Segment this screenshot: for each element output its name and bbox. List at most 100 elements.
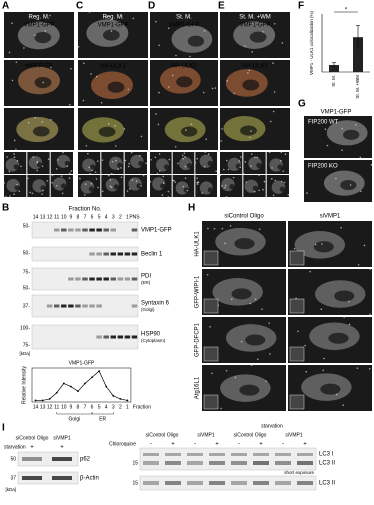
puncta — [44, 30, 47, 32]
lane-label: siVMP1 — [53, 435, 70, 441]
puncta — [341, 149, 343, 152]
puncta — [261, 308, 263, 310]
fraction-label: 12 — [47, 214, 53, 220]
band — [297, 481, 313, 485]
puncta — [13, 156, 16, 158]
puncta — [68, 103, 71, 106]
lane-label: siControl Oligo — [16, 435, 49, 441]
puncta — [209, 325, 211, 328]
unit: [kDa] — [19, 351, 30, 356]
band — [187, 453, 203, 456]
cell — [249, 31, 267, 43]
band — [46, 304, 53, 308]
puncta — [157, 123, 160, 126]
puncta — [359, 190, 362, 193]
cell — [340, 180, 357, 191]
puncta — [20, 165, 22, 168]
puncta — [204, 151, 207, 153]
band — [165, 453, 181, 456]
x-tick-label: 1 — [126, 404, 129, 410]
mw-marker: 15 — [132, 480, 138, 486]
channel: HA-ULK1 — [242, 64, 268, 70]
band — [117, 335, 124, 339]
puncta — [107, 123, 110, 125]
puncta — [47, 158, 50, 160]
band — [96, 277, 102, 281]
band — [131, 304, 138, 308]
mw-marker: 37- — [23, 303, 31, 309]
puncta — [13, 139, 16, 142]
panel-letter: I — [2, 423, 5, 434]
band — [209, 481, 225, 485]
puncta — [221, 128, 223, 130]
puncta — [293, 247, 296, 250]
panel-letter: D — [148, 1, 155, 12]
puncta — [11, 22, 13, 25]
puncta — [41, 165, 44, 168]
puncta — [13, 193, 15, 195]
puncta — [190, 123, 193, 125]
cell — [13, 164, 20, 170]
puncta — [239, 156, 242, 158]
band — [22, 457, 42, 461]
group-label: ER — [99, 416, 106, 422]
column-header: siControl Oligo — [224, 214, 264, 220]
puncta — [31, 192, 34, 195]
puncta — [62, 151, 64, 154]
puncta — [273, 22, 276, 25]
puncta — [245, 181, 248, 183]
lane-label: siVMP1 — [197, 432, 214, 438]
puncta — [23, 47, 25, 49]
puncta — [168, 158, 171, 161]
puncta — [305, 370, 308, 373]
puncta — [272, 62, 274, 64]
puncta — [158, 153, 161, 155]
puncta — [88, 11, 91, 13]
band — [75, 228, 81, 232]
puncta — [36, 162, 38, 164]
puncta — [341, 127, 343, 130]
puncta — [156, 172, 159, 175]
puncta — [283, 181, 286, 184]
puncta — [88, 166, 90, 169]
puncta — [132, 17, 135, 20]
puncta — [77, 45, 80, 48]
band — [187, 461, 203, 465]
puncta — [354, 123, 357, 126]
puncta — [107, 174, 110, 177]
puncta — [214, 87, 217, 89]
puncta — [189, 55, 191, 58]
puncta — [314, 243, 317, 246]
puncta — [269, 353, 271, 355]
cell — [279, 186, 286, 192]
sign: - — [282, 442, 284, 448]
cell — [90, 164, 96, 170]
puncta — [219, 174, 222, 177]
puncta — [161, 194, 164, 196]
puncta — [268, 322, 270, 324]
puncta — [8, 170, 11, 173]
puncta — [97, 186, 99, 189]
band — [110, 277, 116, 281]
band — [253, 481, 269, 485]
channel: VMP1-GFP — [98, 23, 129, 29]
puncta — [124, 159, 127, 162]
puncta — [256, 156, 259, 159]
puncta — [127, 165, 130, 168]
puncta — [226, 80, 229, 82]
cell — [180, 126, 198, 137]
puncta — [233, 92, 235, 95]
puncta — [171, 74, 174, 77]
puncta — [15, 148, 17, 151]
puncta — [34, 116, 36, 119]
puncta — [225, 369, 228, 372]
cell — [88, 186, 95, 192]
puncta — [66, 165, 69, 167]
puncta — [114, 145, 117, 147]
band — [253, 461, 269, 465]
treatment: starvation — [4, 444, 26, 450]
blot — [31, 294, 139, 318]
puncta — [110, 186, 113, 188]
puncta — [142, 174, 145, 177]
